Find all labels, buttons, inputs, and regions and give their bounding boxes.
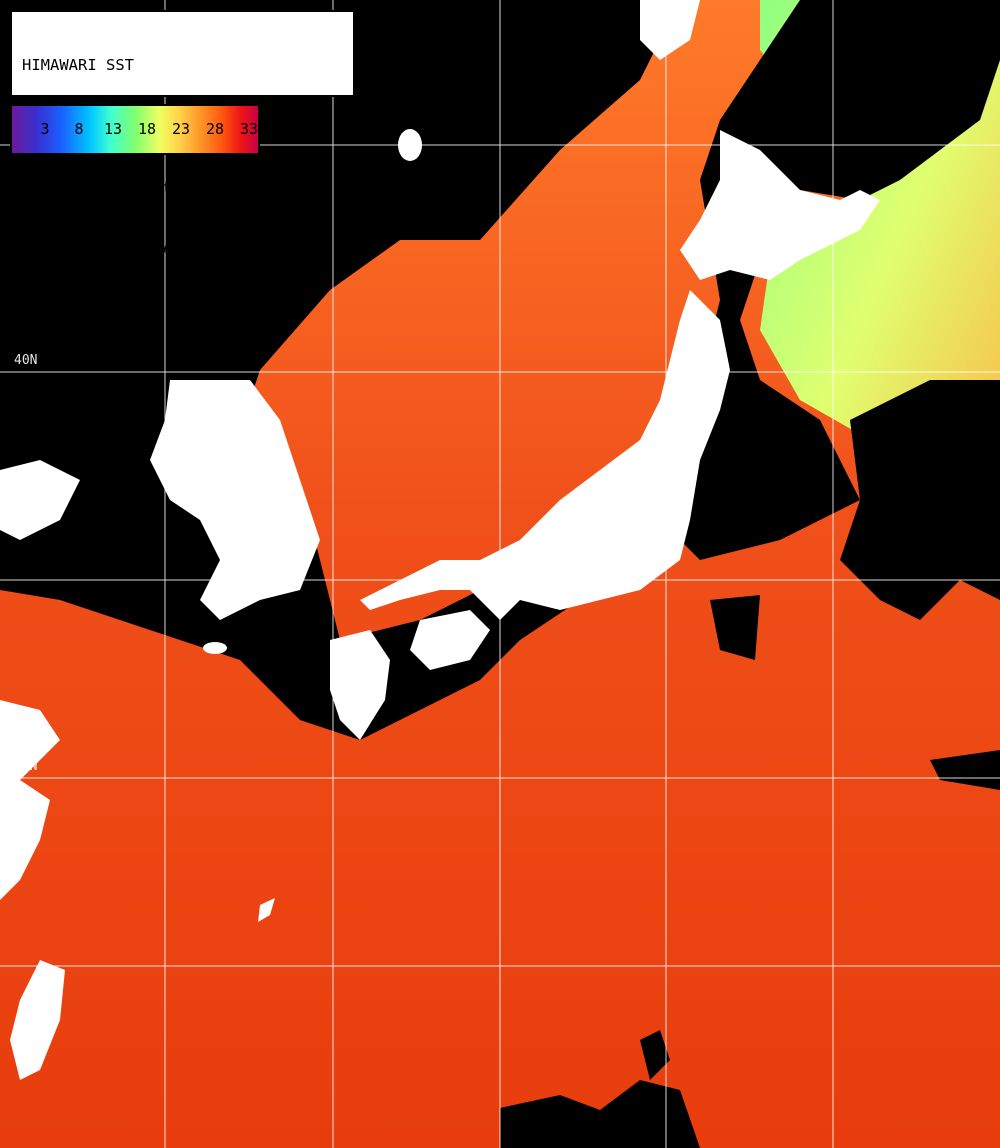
land-continent-west: [0, 460, 80, 540]
title-line-4: supplied by JAXA: [22, 240, 172, 259]
scale-label: 18: [137, 120, 157, 138]
land-shikoku: [410, 610, 490, 670]
lon-label-140e: 140E: [672, 12, 687, 44]
land-kyushu: [330, 630, 390, 740]
title-box: HIMAWARI SST 2025/09/13 01(UTC) 3H Comp.…: [10, 10, 355, 259]
lat-label-30n: 30N: [14, 759, 38, 774]
scale-labels: 3 8 13 18 23 28 33: [12, 106, 258, 153]
scale-label: 23: [171, 120, 191, 138]
land-sakhalin: [640, 0, 700, 60]
title-line-3: Kanagawa Prefecture: [22, 179, 200, 197]
land-korea: [150, 380, 320, 620]
scale-label: 28: [205, 120, 225, 138]
land-taiwan: [10, 960, 65, 1080]
cloud-patch-east-2: [930, 750, 1000, 790]
cloud-patch-east: [710, 595, 760, 660]
cloud-region-east: [840, 380, 1000, 620]
scale-label: 33: [239, 120, 259, 138]
land-jeju: [203, 642, 227, 654]
cloud-patch-south: [500, 1080, 700, 1148]
scale-label: 3: [40, 120, 50, 138]
cloud-patch-south-2: [640, 1030, 670, 1080]
title-line-1: HIMAWARI SST: [22, 56, 134, 74]
land-hokkaido: [680, 130, 880, 280]
scale-label: 8: [74, 120, 84, 138]
scale-label: 13: [103, 120, 123, 138]
land-honshu: [360, 290, 730, 620]
land-okinawa: [258, 898, 275, 922]
land-china-coast: [0, 700, 60, 900]
lat-label-40n: 40N: [14, 353, 38, 368]
temperature-scale-bar: 3 8 13 18 23 28 33: [10, 104, 260, 155]
